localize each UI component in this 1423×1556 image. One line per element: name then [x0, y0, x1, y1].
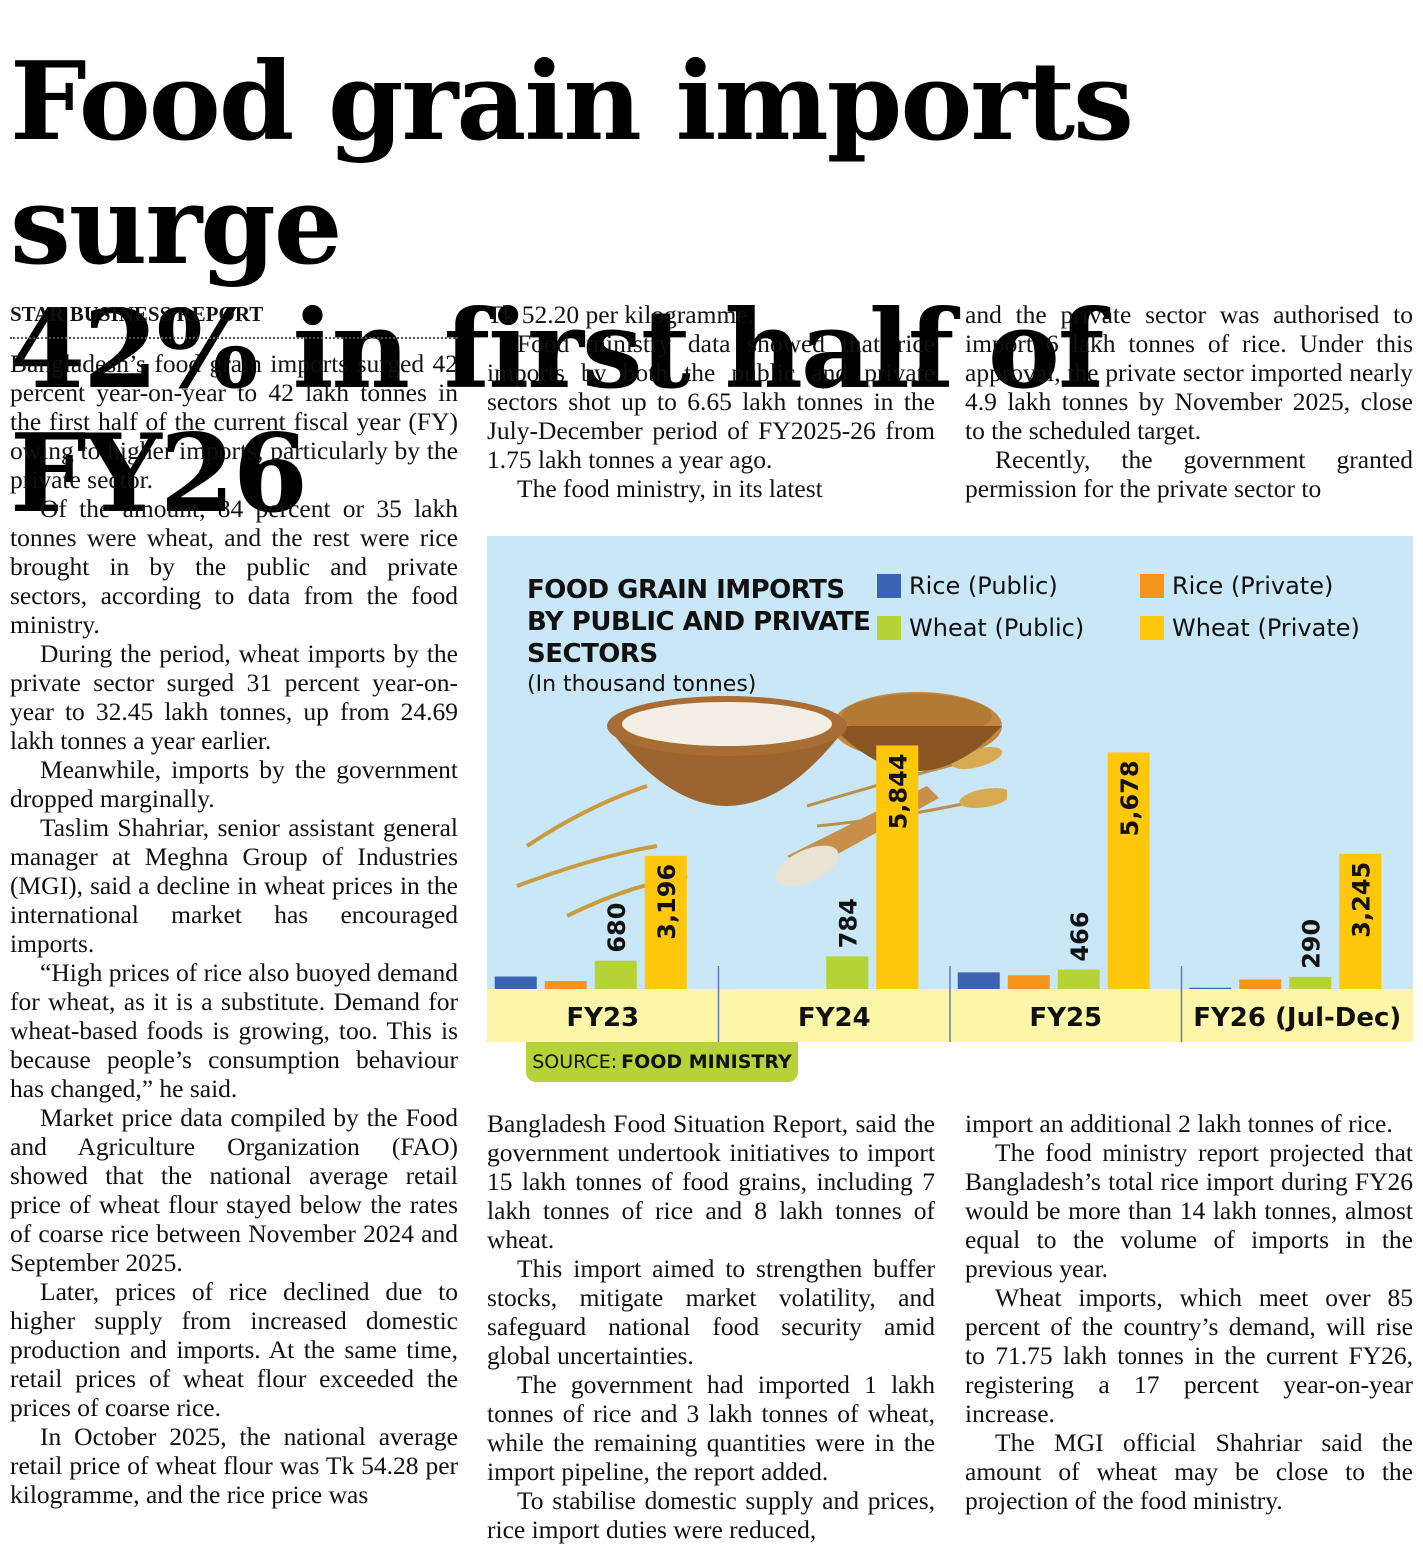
legend-rice-private: Rice (Private)	[1140, 572, 1333, 600]
bar-rice-private-3	[1239, 979, 1282, 989]
data-label: 5,678	[1116, 760, 1144, 836]
chart-title-line: SECTORS	[527, 639, 658, 669]
bar-rice-private-2	[1007, 975, 1050, 989]
article-column-1: STAR BUSINESS REPORT Bangladesh’s food g…	[10, 300, 458, 1509]
bar-wheat-private-2	[1107, 752, 1150, 989]
paragraph: The food ministry report projected that …	[965, 1138, 1413, 1283]
paragraph: Later, prices of rice declined due to hi…	[10, 1277, 458, 1422]
paragraph: This import aimed to strengthen buffer s…	[487, 1254, 935, 1370]
chart-source: SOURCE: FOOD MINISTRY	[526, 1042, 798, 1082]
headline-line-2: 42% in first half of FY26	[10, 287, 1104, 537]
chart-unit: (In thousand tonnes)	[527, 672, 757, 697]
paragraph: Meanwhile, imports by the government dro…	[10, 755, 458, 813]
legend-rice-public: Rice (Public)	[877, 572, 1058, 600]
paragraph: During the period, wheat imports by the …	[10, 639, 458, 755]
category-label: FY24	[798, 1003, 871, 1033]
bar-wheat-private-0	[644, 855, 687, 989]
bar-rice-private-0	[544, 981, 587, 989]
paragraph: To stabilise domestic supply and prices,…	[487, 1486, 935, 1544]
data-label: 680	[603, 903, 631, 953]
paragraph: Wheat imports, which meet over 85 percen…	[965, 1283, 1413, 1428]
legend-label: Wheat (Public)	[909, 614, 1085, 642]
data-label: 3,245	[1347, 862, 1375, 938]
headline-line-1: Food grain imports surge	[10, 39, 1134, 289]
article-column-2-bottom: Bangladesh Food Situation Report, said t…	[487, 1109, 935, 1544]
legend-swatch	[877, 616, 901, 640]
paragraph: Taslim Shahriar, senior assistant genera…	[10, 813, 458, 958]
source-label: SOURCE:	[532, 1051, 618, 1073]
legend-wheat-public: Wheat (Public)	[877, 614, 1084, 642]
grain-bowls-illustration	[516, 692, 1007, 918]
data-label: 290	[1297, 919, 1325, 969]
bar-wheat-private-3	[1339, 853, 1382, 989]
paragraph: “High prices of rice also buoyed demand …	[10, 958, 458, 1103]
paragraph: The food ministry, in its latest	[517, 474, 823, 503]
bar-rice-public-0	[494, 976, 537, 989]
data-label: 466	[1066, 911, 1094, 961]
paragraph: Food ministry data showed that rice impo…	[487, 329, 935, 474]
paragraph: In October 2025, the national average re…	[10, 1422, 458, 1509]
paragraph: Tk 52.20 per kilogramme.	[487, 300, 754, 329]
category-label: FY26 (Jul-Dec)	[1193, 1003, 1401, 1033]
article-column-2-top: Tk 52.20 per kilogramme. Food ministry d…	[487, 300, 935, 503]
chart-title: FOOD GRAIN IMPORTS BY PUBLIC AND PRIVATE…	[527, 574, 871, 670]
data-label: 5,844	[884, 754, 912, 830]
bar-rice-public-2	[957, 972, 1000, 989]
chart-title-line: FOOD GRAIN IMPORTS	[527, 575, 845, 605]
chart-title-line: BY PUBLIC AND PRIVATE	[527, 607, 871, 637]
legend-swatch	[877, 574, 901, 598]
legend-label: Rice (Private)	[1172, 572, 1334, 600]
paragraph: Bangladesh’s food grain imports surged 4…	[10, 349, 458, 494]
legend-label: Wheat (Private)	[1172, 614, 1360, 642]
paragraph: Bangladesh Food Situation Report, said t…	[487, 1109, 935, 1254]
legend-label: Rice (Public)	[909, 572, 1058, 600]
bar-wheat-private-1	[876, 745, 919, 989]
paragraph: Recently, the government granted permiss…	[965, 445, 1413, 503]
paragraph: and the private sector was authorised to…	[965, 300, 1413, 445]
paragraph: Of the amount, 84 percent or 35 lakh ton…	[10, 494, 458, 639]
bars-layer: 680 3,196 784 5,844 466 5,678 290 3,245	[494, 745, 1382, 989]
paragraph: The MGI official Shahriar said the amoun…	[965, 1428, 1413, 1515]
data-label: 3,196	[653, 864, 681, 940]
article-column-3-bottom: import an additional 2 lakh tonnes of ri…	[965, 1109, 1413, 1515]
bar-wheat-public-0	[594, 960, 637, 989]
headline: Food grain imports surge 42% in first ha…	[10, 40, 1410, 536]
source-value: FOOD MINISTRY	[621, 1051, 792, 1073]
byline: STAR BUSINESS REPORT	[10, 300, 458, 339]
article-column-3-top: and the private sector was authorised to…	[965, 300, 1413, 503]
category-label: FY23	[566, 1003, 639, 1033]
axis-layer: FY23 FY24 FY25 FY26 (Jul-Dec)	[566, 966, 1401, 1042]
data-label: 784	[834, 898, 862, 948]
paragraph: import an additional 2 lakh tonnes of ri…	[965, 1109, 1393, 1138]
bar-wheat-public-2	[1057, 969, 1100, 989]
paragraph: Market price data compiled by the Food a…	[10, 1103, 458, 1277]
legend-wheat-private: Wheat (Private)	[1140, 614, 1360, 642]
paragraph: The government had imported 1 lakh tonne…	[487, 1370, 935, 1486]
imports-chart: FOOD GRAIN IMPORTS BY PUBLIC AND PRIVATE…	[487, 536, 1413, 1042]
bar-rice-public-3	[1189, 987, 1232, 989]
bar-wheat-public-1	[826, 956, 869, 989]
category-label: FY25	[1029, 1003, 1102, 1033]
legend-swatch	[1140, 574, 1164, 598]
legend-swatch	[1140, 616, 1164, 640]
bar-wheat-public-3	[1289, 976, 1332, 989]
